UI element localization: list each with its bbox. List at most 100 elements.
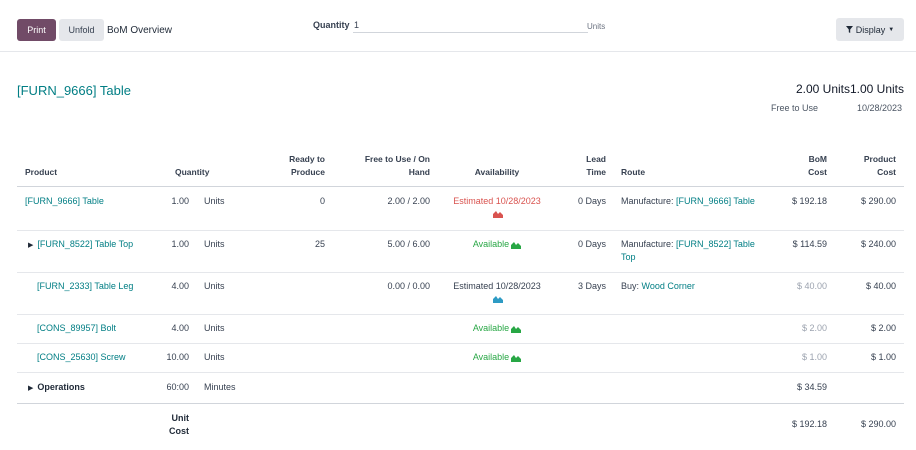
route-link-continued[interactable]: Top <box>621 252 636 262</box>
col-product: Product <box>25 167 58 177</box>
row-free-on-hand: 5.00 / 6.00 <box>387 239 430 249</box>
total-bom-cost: $ 192.18 <box>791 419 827 429</box>
route-prefix: Buy: <box>621 281 640 291</box>
route-prefix: Manufacture: <box>621 196 674 206</box>
col-lead-line2: Time <box>586 167 606 177</box>
free-to-use-value: 2.00 Units <box>795 82 850 96</box>
forecast-chart-icon[interactable] <box>511 354 522 362</box>
row-bom-cost: $ 114.59 <box>792 239 827 249</box>
display-label: Display <box>855 24 886 35</box>
product-link[interactable]: [CONS_89957] Bolt <box>37 323 117 333</box>
row-lead-time: 3 Days <box>577 281 606 291</box>
row-lead-time: 0 Days <box>577 239 606 249</box>
caret-right-icon[interactable]: ▶ <box>28 385 34 392</box>
row-availability: Available <box>436 351 558 364</box>
operations-label: Operations <box>37 382 85 392</box>
col-ready-line1: Ready to <box>289 154 325 164</box>
product-link[interactable]: [FURN_8522] Table Top <box>37 239 134 249</box>
row-availability: Estimated 10/28/2023 <box>453 281 541 291</box>
forecast-value: 1.00 Units <box>849 82 904 96</box>
row-quantity: 10.00 <box>166 352 189 362</box>
forecast-date: 10/28/2023 <box>856 103 902 113</box>
control-bar: Print Unfold BoM Overview Quantity Units… <box>0 0 916 52</box>
product-title[interactable]: [FURN_9666] Table <box>17 83 131 98</box>
row-availability: Available <box>436 322 558 335</box>
col-bom-cost-line2: Cost <box>808 167 827 177</box>
col-availability: Availability <box>474 167 520 177</box>
caret-right-icon[interactable]: ▶ <box>28 242 34 249</box>
row-route: Manufacture: [FURN_8522] Table <box>621 238 755 251</box>
filter-icon <box>845 26 853 33</box>
row-availability: Available <box>436 238 558 251</box>
row-uom: Units <box>204 281 225 291</box>
row-product-cost: $ 1.00 <box>870 352 896 362</box>
row-product-cost: $ 2.00 <box>870 323 896 333</box>
row-bom-cost: $ 34.59 <box>796 382 827 392</box>
row-expand[interactable]: ▶ [FURN_8522] Table Top <box>28 238 133 252</box>
quantity-label: Quantity <box>313 20 350 30</box>
row-availability: Estimated 10/28/2023 <box>453 196 541 206</box>
row-bom-cost: $ 192.18 <box>791 196 827 206</box>
chevron-down-icon: ▼ <box>888 26 895 33</box>
forecast-chart-icon[interactable] <box>511 325 522 333</box>
row-route: Manufacture: [FURN_9666] Table <box>621 195 755 208</box>
forecast-chart-icon[interactable] <box>511 241 522 249</box>
route-link[interactable]: [FURN_9666] Table <box>676 196 755 206</box>
row-bom-cost: $ 2.00 <box>801 323 827 333</box>
view-title: BoM Overview <box>107 25 173 36</box>
divider <box>17 343 904 344</box>
divider <box>17 314 904 315</box>
unit-cost-label-line2: Cost <box>169 426 189 436</box>
row-bom-cost: $ 40.00 <box>796 281 827 291</box>
col-bom-cost-line1: BoM <box>808 154 827 164</box>
divider <box>17 372 904 373</box>
forecast-chart-icon[interactable] <box>493 210 503 218</box>
row-quantity: 4.00 <box>171 323 189 333</box>
free-to-use-label: Free to Use <box>770 103 818 113</box>
product-link[interactable]: [FURN_9666] Table <box>25 196 104 206</box>
row-ready: 25 <box>314 239 325 249</box>
col-route: Route <box>621 167 646 177</box>
product-link[interactable]: [CONS_25630] Screw <box>37 352 126 362</box>
row-ready: 0 <box>319 196 325 206</box>
display-button[interactable]: Display ▼ <box>836 18 904 41</box>
divider <box>17 186 904 187</box>
row-quantity: 1.00 <box>171 239 189 249</box>
product-link[interactable]: [FURN_2333] Table Leg <box>37 281 134 291</box>
col-free-line1: Free to Use / On <box>364 154 430 164</box>
row-product-cost: $ 240.00 <box>860 239 896 249</box>
quantity-uom: Units <box>587 22 606 31</box>
col-lead-line1: Lead <box>586 154 606 164</box>
row-uom: Minutes <box>204 382 236 392</box>
col-product-cost-line2: Cost <box>877 167 896 177</box>
row-route: Buy: Wood Corner <box>621 280 695 293</box>
row-product-cost: $ 40.00 <box>865 281 896 291</box>
print-button[interactable]: Print <box>17 19 56 41</box>
row-quantity: 60:00 <box>166 382 189 392</box>
unit-cost-label-line1: Unit <box>171 413 190 423</box>
route-link[interactable]: [FURN_8522] Table <box>676 239 755 249</box>
route-link[interactable]: Wood Corner <box>641 281 695 291</box>
row-product-cost: $ 290.00 <box>860 196 896 206</box>
col-product-cost-line1: Product <box>863 154 896 164</box>
col-free-line2: Hand <box>408 167 430 177</box>
row-bom-cost: $ 1.00 <box>801 352 827 362</box>
availability-label: Available <box>472 323 510 333</box>
forecast-chart-icon[interactable] <box>493 295 503 303</box>
row-uom: Units <box>204 323 225 333</box>
operations-toggle[interactable]: ▶ Operations <box>28 381 85 395</box>
row-uom: Units <box>204 239 225 249</box>
divider <box>17 230 904 231</box>
quantity-input[interactable] <box>353 17 588 33</box>
col-quantity: Quantity <box>175 167 210 177</box>
row-free-on-hand: 0.00 / 0.00 <box>387 281 430 291</box>
row-lead-time: 0 Days <box>577 196 606 206</box>
row-uom: Units <box>204 196 225 206</box>
availability-label: Available <box>472 352 510 362</box>
row-quantity: 4.00 <box>171 281 189 291</box>
route-prefix: Manufacture: <box>621 239 674 249</box>
availability-label: Available <box>472 239 510 249</box>
total-product-cost: $ 290.00 <box>860 419 896 429</box>
unfold-button[interactable]: Unfold <box>59 19 104 41</box>
row-quantity: 1.00 <box>171 196 189 206</box>
